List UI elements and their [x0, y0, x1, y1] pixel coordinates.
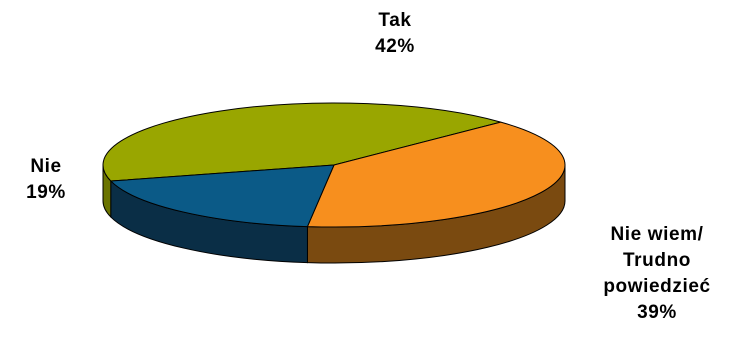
pie-slice-nie-wiem-trudno-powiedzie: [306, 121, 566, 228]
pie-tops: [102, 102, 566, 228]
label-tak-name: Tak: [378, 10, 412, 31]
label-nie-value: 19%: [26, 182, 66, 203]
label-nie: Nie 19%: [6, 154, 86, 206]
label-tak: Tak 42%: [340, 8, 450, 60]
pie-slice-nie: [110, 164, 335, 228]
label-nie-name: Nie: [30, 156, 62, 177]
label-nie-wiem: Nie wiem/ Trudno powiedzieć 39%: [583, 222, 731, 326]
label-nie-wiem-line2: Trudno: [623, 250, 691, 271]
label-tak-value: 42%: [375, 36, 415, 57]
label-nie-wiem-line1: Nie wiem/: [610, 224, 704, 245]
label-nie-wiem-value: 39%: [637, 302, 677, 323]
label-nie-wiem-line3: powiedzieć: [603, 276, 711, 297]
pie-slice-tak: [102, 102, 502, 182]
